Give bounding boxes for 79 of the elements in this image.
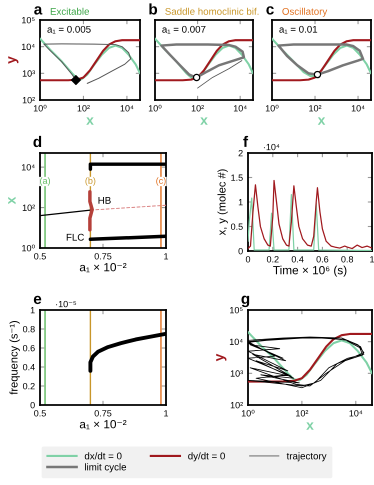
annotation: a₁ = 0.005	[47, 26, 91, 34]
y-axis-title: frequency (s⁻¹)	[9, 320, 20, 395]
x-tick-label: 1	[370, 256, 374, 262]
legend-label: dx/dt = 0	[84, 452, 122, 460]
y-axis-title: y	[216, 354, 226, 362]
y-tick-label: 0.4	[22, 364, 35, 370]
x-axis-title: x	[318, 117, 326, 125]
annotation: HB	[98, 197, 111, 204]
y-tick-label: 10²	[230, 402, 243, 408]
y-tick-label: 10⁵	[22, 16, 35, 24]
y-tick-label: 10²	[22, 204, 35, 211]
y-tick-label: 10²	[22, 96, 35, 104]
y-tick-label: 1.5	[231, 174, 243, 181]
y-tick-label: 0.5	[230, 223, 243, 230]
x-tick-label: 0.6	[316, 256, 328, 262]
y-tick-label: 10⁴	[22, 44, 35, 50]
x-tick-label: 0.5	[34, 410, 46, 416]
y-tick-label: 1	[30, 307, 35, 314]
chart-title: f	[243, 136, 248, 147]
y-tick-label: 0.2	[22, 382, 35, 390]
x-tick-label: 0.75	[94, 410, 112, 416]
x-tick-label: 10⁰	[266, 104, 279, 112]
x-axis-title: x	[306, 422, 314, 430]
x-tick-label: 0.2	[266, 256, 279, 262]
x-tick-label: 10⁴	[350, 410, 362, 416]
y-tick-label: 0.6	[22, 344, 35, 352]
x-tick-label: 10⁴	[352, 105, 365, 112]
x-tick-label: 1	[164, 410, 168, 416]
text: ·10⁴	[264, 144, 280, 150]
y-tick-label: 10³	[230, 370, 243, 377]
x-tick-label: 10⁰	[148, 104, 162, 112]
x-tick-label: 10⁴	[120, 105, 134, 112]
ref-line-label: (a)	[40, 177, 50, 186]
x-axis-title: a₁ × 10⁻²	[80, 262, 126, 272]
legend-label: dy/dt = 0	[188, 452, 225, 462]
chart-subtitle: Excitable	[50, 8, 90, 15]
x-tick-label: 0.5	[34, 253, 46, 260]
x-tick-label: 10²	[296, 410, 308, 416]
x-axis-title: x	[86, 117, 94, 125]
annotation: FLC	[66, 234, 84, 241]
x-tick-label: 0	[246, 256, 250, 262]
annotation: a₁ = 0.01	[279, 26, 318, 34]
y-tick-label: 10³	[22, 70, 35, 77]
chart-title: e	[34, 296, 42, 304]
chart-title: g	[241, 296, 250, 308]
y-tick-label: 10⁴	[230, 338, 243, 346]
x-tick-label: 10²	[309, 105, 322, 112]
y-tick-label: 0	[238, 248, 243, 254]
y-tick-label: 10⁰	[22, 244, 35, 252]
x-tick-label: 0.75	[94, 253, 112, 260]
chart-title: b	[149, 3, 158, 15]
x-tick-label: 0.8	[341, 256, 354, 262]
y-tick-label: 10⁵	[230, 306, 243, 314]
chart-subtitle: Oscillatory	[282, 8, 328, 17]
ref-line-label: (b)	[85, 177, 96, 186]
y-tick-label: 1	[238, 199, 243, 206]
legend-label: limit cycle	[85, 463, 126, 472]
x-axis-title: a₁ × 10⁻²	[80, 420, 126, 430]
x-tick-label: 10²	[78, 105, 90, 112]
x-tick-label: 0.4	[292, 256, 304, 262]
x-axis-title: x	[200, 117, 208, 125]
chart-title: a	[34, 6, 42, 15]
chart-title: d	[33, 136, 42, 148]
chart-title: c	[266, 6, 274, 15]
legend-label: trajectory	[286, 452, 327, 462]
y-tick-label: 0.8	[22, 326, 35, 332]
annotation: a₁ = 0.007	[162, 26, 206, 34]
y-axis-title: x	[8, 196, 16, 204]
x-tick-label: 10²	[192, 105, 204, 112]
y-tick-label: 2	[238, 150, 243, 156]
y-axis-title: x, y (molec #)	[217, 169, 228, 236]
chart-subtitle: Saddle homoclinic bif.	[165, 8, 258, 15]
text: ·10⁻⁵	[56, 300, 76, 308]
y-axis-title: y	[8, 56, 18, 64]
y-tick-label: 10⁴	[22, 164, 35, 170]
x-tick-label: 1	[164, 253, 168, 260]
ref-line-label: (c)	[156, 177, 166, 186]
y-tick-label: 0	[30, 402, 35, 408]
x-axis-title: Time × 10⁶ (s)	[273, 266, 346, 277]
